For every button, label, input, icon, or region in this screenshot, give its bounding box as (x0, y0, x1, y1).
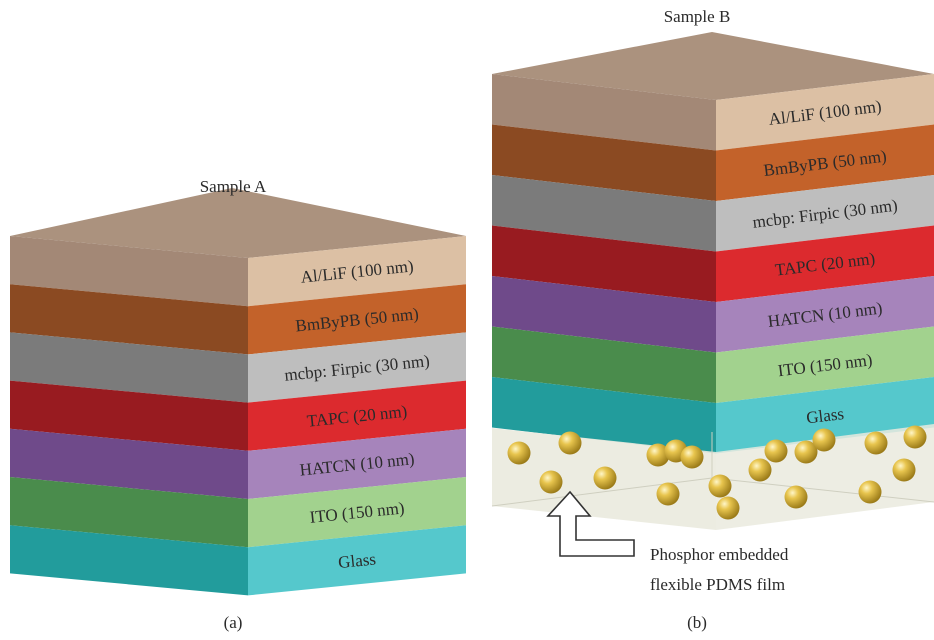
phosphor-particle (716, 496, 740, 520)
phosphor-particle (708, 474, 732, 498)
phosphor-particle (558, 431, 582, 455)
sample-b-stack: Al/LiF (100 nm)BmByPB (50 nm)mcbp: Firpi… (491, 32, 934, 530)
a-layer-side-5 (10, 477, 248, 548)
b-layer-side-5 (492, 326, 716, 403)
b-layer-side-1 (492, 124, 716, 201)
b-layer-front-5 (716, 326, 934, 403)
a-layer-front-0 (248, 236, 466, 307)
b-layer-side-6 (492, 377, 716, 454)
phosphor-particle (858, 480, 882, 504)
phosphor-particle (794, 440, 818, 464)
b-layer-front-0 (716, 74, 934, 151)
film-label-line1: Phosphor embedded (650, 545, 789, 564)
sample-a-caption: (a) (224, 613, 243, 632)
film-label-line2: flexible PDMS film (650, 575, 785, 594)
b-layer-front-3 (716, 225, 934, 302)
phosphor-particle (764, 439, 788, 463)
film-pointer-arrow (546, 490, 635, 557)
b-layer-side-2 (492, 175, 716, 252)
phosphor-particle (748, 458, 772, 482)
a-layer-label-6: Glass (337, 549, 376, 572)
sample-b-top-face (492, 32, 934, 100)
a-layer-front-1 (248, 284, 466, 355)
pdms-film (491, 424, 934, 530)
phosphor-particle (656, 482, 680, 506)
a-layer-front-4 (248, 428, 466, 499)
sample-a-top-face (10, 188, 466, 258)
phosphor-particle (892, 458, 916, 482)
phosphor-particle (864, 431, 888, 455)
b-layer-front-6 (716, 377, 934, 454)
phosphor-particle (539, 470, 563, 494)
phosphor-particle (680, 445, 704, 469)
phosphor-particle (507, 441, 531, 465)
b-layer-label-6: Glass (805, 404, 845, 427)
a-layer-front-3 (248, 380, 466, 451)
pdms-inner-edge (491, 477, 713, 507)
phosphor-particle (812, 428, 836, 452)
a-layer-front-6 (248, 525, 466, 596)
sample-b-title: Sample B (664, 7, 731, 26)
a-layer-side-2 (10, 332, 248, 403)
phosphor-particle (646, 443, 670, 467)
sample-a-title: Sample A (200, 177, 267, 196)
b-layer-front-1 (716, 124, 934, 201)
b-layer-front-4 (716, 276, 934, 353)
b-layer-side-3 (492, 225, 716, 302)
a-layer-side-3 (10, 380, 248, 451)
phosphor-particle (593, 466, 617, 490)
a-layer-front-5 (248, 477, 466, 548)
b-layer-front-2 (716, 175, 934, 252)
b-layer-side-0 (492, 74, 716, 151)
a-layer-side-0 (10, 236, 248, 307)
phosphor-particle (784, 485, 808, 509)
pdms-inner-edge (711, 477, 934, 503)
phosphor-particle (903, 425, 927, 449)
a-layer-side-1 (10, 284, 248, 355)
a-layer-front-2 (248, 332, 466, 403)
b-layer-side-4 (492, 276, 716, 353)
sample-a-stack: Al/LiF (100 nm)BmByPB (50 nm)mcbp: Firpi… (10, 188, 466, 596)
sample-b-caption: (b) (687, 613, 707, 632)
a-layer-side-4 (10, 428, 248, 499)
a-layer-side-6 (10, 525, 248, 596)
